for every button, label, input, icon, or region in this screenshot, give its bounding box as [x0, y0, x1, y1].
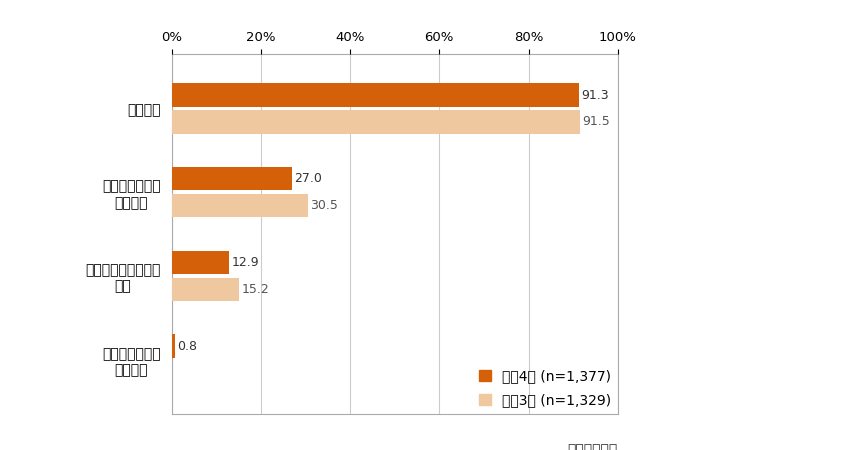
- Bar: [172, 167, 292, 190]
- Text: 91.5: 91.5: [582, 115, 610, 128]
- Bar: [172, 334, 175, 358]
- Text: 30.5: 30.5: [310, 199, 338, 212]
- Text: 27.0: 27.0: [294, 172, 322, 185]
- Bar: [172, 83, 579, 107]
- Legend: 令和4年 (n=1,377), 令和3年 (n=1,329): 令和4年 (n=1,377), 令和3年 (n=1,329): [480, 369, 611, 407]
- Bar: [172, 278, 239, 301]
- Text: （複数回答）: （複数回答）: [567, 443, 618, 450]
- Text: 15.2: 15.2: [242, 283, 269, 296]
- Bar: [172, 251, 229, 274]
- Text: 12.9: 12.9: [232, 256, 259, 269]
- Text: 91.3: 91.3: [581, 89, 609, 102]
- Bar: [172, 194, 308, 217]
- Bar: [172, 110, 580, 134]
- Text: 0.8: 0.8: [178, 340, 197, 353]
